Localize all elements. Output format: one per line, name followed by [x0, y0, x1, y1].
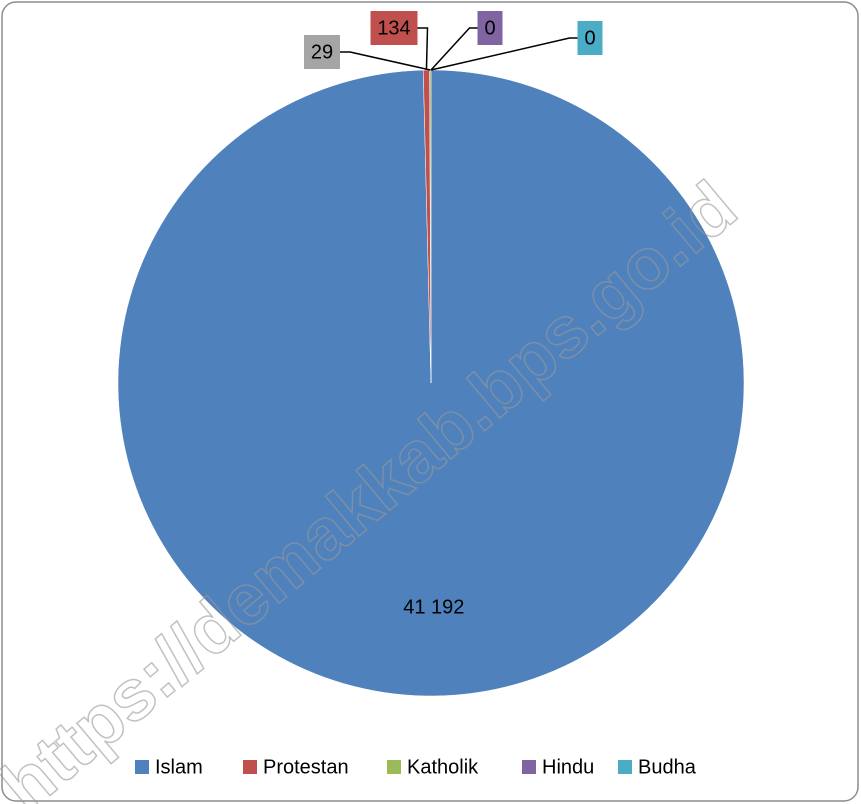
label-box — [577, 21, 603, 55]
data-label: 41 192 — [403, 597, 464, 619]
legend-label: Protestan — [263, 756, 349, 778]
legend-swatch — [135, 760, 149, 774]
pie — [117, 69, 745, 697]
label-box — [304, 35, 340, 69]
label-box — [370, 11, 418, 45]
labels: 41 192 134 29 0 0 — [304, 11, 603, 619]
data-label: 29 — [311, 41, 333, 63]
legend-label: Hindu — [542, 756, 594, 778]
legend-label: Budha — [638, 756, 697, 778]
legend-label: Islam — [155, 756, 203, 778]
legend-swatch — [522, 760, 536, 774]
data-label: 0 — [484, 17, 495, 39]
legend-swatch — [618, 760, 632, 774]
leader-line — [430, 37, 578, 71]
leader-line — [340, 51, 431, 71]
legend-swatch — [387, 760, 401, 774]
leader-line — [417, 27, 429, 71]
data-label: 0 — [584, 27, 595, 49]
legend: Islam Protestan Katholik Hindu Budha — [135, 756, 697, 778]
legend-label: Katholik — [407, 756, 479, 778]
label-box — [477, 11, 503, 45]
data-label: 134 — [377, 17, 410, 39]
leader-line — [430, 27, 478, 71]
legend-swatch — [243, 760, 257, 774]
